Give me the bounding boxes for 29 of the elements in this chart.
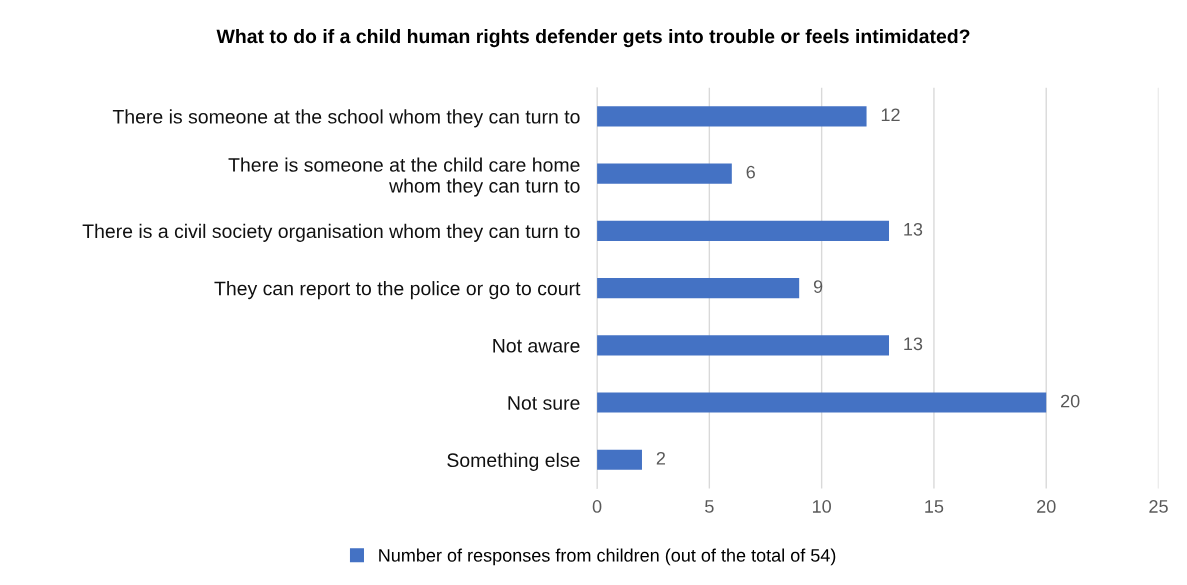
- data-label: 20: [1061, 394, 1080, 408]
- y-tick-label: Not aware: [493, 339, 580, 353]
- bar: [597, 106, 867, 127]
- y-tick-label: There is someone at the child care home whom they can turn to: [228, 157, 580, 197]
- data-label: 9: [813, 280, 823, 293]
- bar: [597, 449, 642, 470]
- bar: [597, 335, 890, 356]
- bar: [597, 220, 890, 241]
- data-label: 13: [904, 222, 923, 236]
- bar: [597, 163, 732, 184]
- y-tick-label: Not sure: [508, 396, 580, 410]
- bar: [597, 392, 1047, 413]
- x-tick-label: 10: [812, 500, 831, 513]
- chart-title: What to do if a child human rights defender gets into trouble or feels intimidated?: [216, 28, 970, 48]
- x-tick-label: 20: [1037, 500, 1056, 513]
- bar: [597, 278, 800, 299]
- y-tick-label: They can report to the police or go to court: [214, 281, 581, 300]
- data-label: 13: [904, 337, 923, 351]
- data-label: 2: [656, 451, 665, 465]
- x-tick-label: 25: [1149, 500, 1168, 513]
- legend-label: Number of responses from children (out of the total of 54): [379, 548, 836, 566]
- x-tick-label: 15: [925, 500, 944, 513]
- y-tick-label: There is someone at the school whom they can turn to: [112, 109, 580, 128]
- x-tick-label: 5: [705, 500, 714, 513]
- data-label: 6: [746, 165, 755, 179]
- x-tick-label: 0: [592, 500, 602, 513]
- y-tick-label: Something else: [447, 452, 580, 471]
- data-label: 12: [881, 108, 900, 122]
- y-tick-label: There is a civil society organisation whom they can turn to: [82, 223, 580, 242]
